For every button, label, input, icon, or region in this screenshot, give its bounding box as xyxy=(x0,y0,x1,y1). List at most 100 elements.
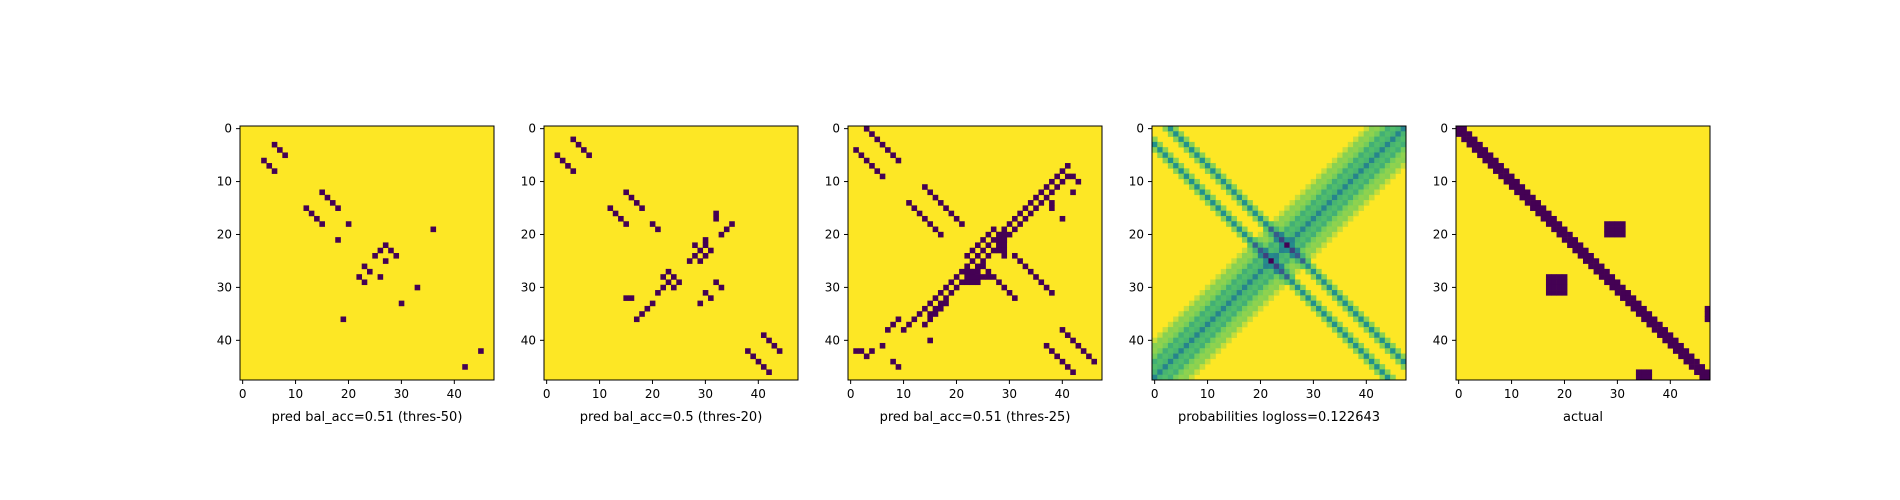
heatmap-cell xyxy=(1400,152,1407,159)
heatmap-cell xyxy=(1551,221,1557,227)
heatmap-cell xyxy=(953,274,960,280)
heatmap-cell xyxy=(1241,284,1248,291)
heatmap-cell xyxy=(943,284,949,291)
heatmap-cell xyxy=(1257,279,1264,286)
heatmap-cell xyxy=(1400,131,1407,137)
heatmap-cell xyxy=(1321,189,1327,196)
heatmap-cell xyxy=(1241,274,1248,280)
heatmap-cell xyxy=(932,295,939,301)
heatmap-cell xyxy=(1178,332,1185,338)
heatmap-cell xyxy=(1215,295,1222,301)
heatmap-cell xyxy=(1204,290,1211,296)
heatmap-cell xyxy=(1226,337,1232,344)
heatmap-cell xyxy=(1215,284,1222,291)
heatmap-cell xyxy=(1247,205,1253,211)
heatmap-cell xyxy=(1604,226,1610,233)
heatmap-cell xyxy=(1519,189,1526,196)
y-tick-label: 30 xyxy=(1433,280,1448,294)
y-tick-label: 20 xyxy=(1433,227,1448,241)
heatmap-cell xyxy=(1353,337,1359,344)
heatmap-cell xyxy=(1247,300,1253,307)
heatmap-cell xyxy=(623,295,629,301)
heatmap-cell xyxy=(393,253,400,259)
heatmap-cell xyxy=(1337,215,1343,222)
heatmap-cell xyxy=(1363,126,1370,132)
heatmap-cell xyxy=(1400,353,1407,360)
heatmap-cell xyxy=(1358,353,1364,360)
heatmap-cell xyxy=(1257,242,1264,249)
heatmap-cell xyxy=(1363,184,1370,190)
heatmap-cell xyxy=(1337,290,1343,296)
heatmap-cell xyxy=(1620,226,1626,233)
heatmap-cell xyxy=(1268,221,1275,227)
heatmap-cell xyxy=(1289,253,1296,259)
heatmap-cell xyxy=(1162,332,1169,338)
heatmap-cell xyxy=(1300,258,1306,264)
heatmap-cell xyxy=(1075,342,1082,349)
heatmap-cell xyxy=(1551,215,1557,222)
heatmap-cell xyxy=(1384,337,1391,344)
heatmap-cell xyxy=(1545,210,1552,217)
heatmap-cell xyxy=(1236,311,1243,317)
heatmap-cell xyxy=(1173,136,1179,143)
y-tick-label: 40 xyxy=(1433,333,1448,347)
y-tick-label: 20 xyxy=(825,227,840,241)
heatmap-cell xyxy=(1189,369,1195,376)
heatmap-cell xyxy=(1390,163,1396,169)
heatmap-cell xyxy=(1316,189,1322,196)
heatmap-cell xyxy=(1273,279,1280,286)
heatmap-cell xyxy=(1247,295,1253,301)
heatmap-cell xyxy=(1331,157,1338,164)
heatmap-cell xyxy=(660,284,667,291)
heatmap-cell xyxy=(1379,342,1386,349)
heatmap-cell xyxy=(1294,263,1301,270)
heatmap-cell xyxy=(1635,374,1642,381)
heatmap-cell xyxy=(1353,210,1359,217)
panel-pred-thres25: 0 10 20 30 40 0 10 20 30 40 pred bal_acc=0.51 (th… xyxy=(825,122,1103,425)
heatmap-cell xyxy=(1657,327,1663,333)
heatmap-cell xyxy=(1231,295,1237,301)
heatmap-cell xyxy=(1220,279,1227,286)
heatmap-cell xyxy=(1210,194,1216,201)
heatmap-cell xyxy=(1316,205,1322,211)
heatmap-cell xyxy=(1561,290,1568,296)
heatmap-cell xyxy=(1263,253,1269,259)
heatmap-cell xyxy=(1337,226,1343,233)
heatmap-cell xyxy=(1178,311,1185,317)
heatmap-cell xyxy=(1540,215,1547,222)
heatmap-cell xyxy=(1226,178,1232,185)
heatmap-cell xyxy=(948,279,955,286)
heatmap-cell xyxy=(1395,157,1402,164)
heatmap-cell xyxy=(1257,247,1264,254)
heatmap-cell xyxy=(1326,173,1333,180)
heatmap-cell xyxy=(1519,194,1526,201)
axes-frame xyxy=(1151,125,1407,381)
heatmap-cell xyxy=(1305,263,1312,270)
heatmap-cell xyxy=(1395,348,1402,354)
heatmap-cell xyxy=(1252,268,1259,275)
heatmap-cell xyxy=(1220,295,1227,301)
heatmap-cell xyxy=(922,215,928,222)
heatmap-cell xyxy=(1390,126,1396,132)
heatmap-cell xyxy=(755,358,762,365)
heatmap-cell xyxy=(1704,311,1711,317)
heatmap-cells xyxy=(848,126,1102,380)
heatmap-cell xyxy=(1284,205,1290,211)
heatmap-cell xyxy=(1226,327,1232,333)
heatmap-cell xyxy=(1358,342,1364,349)
heatmap-cell xyxy=(1300,189,1306,196)
heatmap-cell xyxy=(1289,210,1296,217)
heatmap-cell xyxy=(1027,268,1034,275)
x-axis-label: probabilities logloss=0.122643 xyxy=(1178,410,1380,425)
heatmap-cell xyxy=(890,358,896,365)
heatmap-cell xyxy=(1384,163,1391,169)
heatmap-cell xyxy=(1226,316,1232,323)
heatmap-cell xyxy=(1210,342,1216,349)
heatmap-cell xyxy=(1530,194,1536,201)
heatmap-cell xyxy=(1231,226,1237,233)
heatmap-cell xyxy=(1210,305,1216,312)
heatmap-cell xyxy=(1368,126,1375,132)
heatmap-cell xyxy=(1231,184,1237,190)
heatmap-cell xyxy=(671,284,677,291)
